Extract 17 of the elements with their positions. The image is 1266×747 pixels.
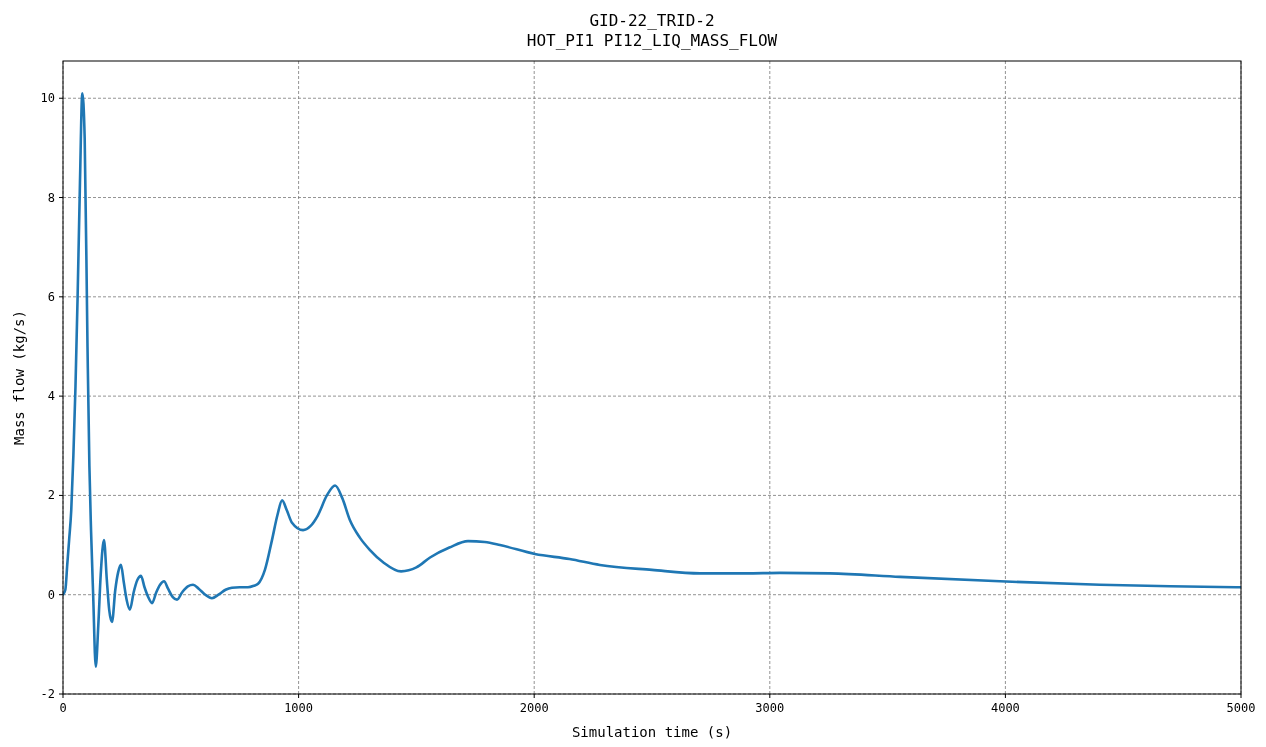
x-tick-label: 4000 xyxy=(990,701,1020,715)
y-tick-label: 4 xyxy=(47,389,55,404)
line-series xyxy=(63,91,1241,668)
x-tick-label: 3000 xyxy=(755,701,785,715)
x-tick-label: 1000 xyxy=(284,701,314,715)
y-tick-label: 6 xyxy=(47,289,55,304)
x-tick-label: 5000 xyxy=(1226,701,1256,715)
y-axis-title: Mass flow (kg/s) xyxy=(11,310,27,445)
y-tick-label: 10 xyxy=(40,91,55,106)
y-tick-label: 2 xyxy=(47,488,55,503)
chart-title: GID-22_TRID-2 HOT_PI1 PI12_LIQ_MASS_FLOW xyxy=(526,11,778,50)
y-tick-label: 8 xyxy=(47,190,55,205)
y-tick-label: -2 xyxy=(40,687,55,701)
x-axis-title: Simulation time (s) xyxy=(571,724,733,740)
x-tick-label: 0 xyxy=(59,701,67,715)
y-tick-label: 0 xyxy=(47,587,55,602)
x-tick-label: 2000 xyxy=(519,701,549,715)
